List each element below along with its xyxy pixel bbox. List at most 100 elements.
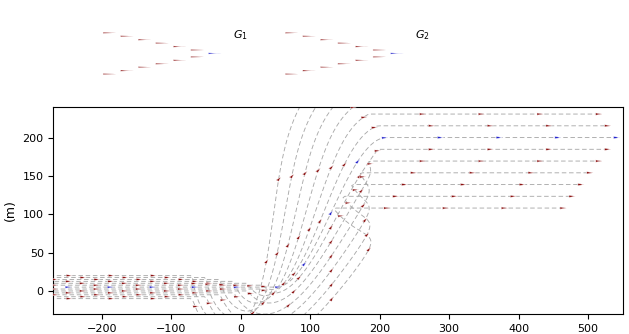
Polygon shape	[318, 219, 322, 223]
Polygon shape	[360, 203, 365, 208]
Polygon shape	[328, 165, 333, 170]
Polygon shape	[355, 60, 369, 61]
Polygon shape	[469, 101, 476, 104]
Polygon shape	[510, 77, 516, 80]
Polygon shape	[452, 77, 458, 80]
Polygon shape	[596, 160, 602, 162]
Polygon shape	[108, 298, 114, 300]
Polygon shape	[285, 32, 298, 33]
Polygon shape	[138, 39, 151, 40]
Polygon shape	[555, 136, 561, 139]
Polygon shape	[359, 189, 364, 193]
Polygon shape	[437, 136, 443, 139]
Polygon shape	[285, 73, 298, 75]
Polygon shape	[420, 160, 426, 162]
Polygon shape	[546, 148, 552, 151]
Polygon shape	[193, 306, 199, 308]
Polygon shape	[206, 302, 213, 305]
Polygon shape	[192, 286, 198, 288]
Polygon shape	[360, 176, 366, 178]
Polygon shape	[361, 117, 367, 119]
Polygon shape	[392, 77, 399, 80]
Polygon shape	[121, 290, 128, 292]
Polygon shape	[546, 125, 552, 127]
Polygon shape	[121, 36, 133, 37]
Polygon shape	[155, 63, 169, 64]
Polygon shape	[275, 331, 280, 334]
Polygon shape	[367, 163, 374, 165]
Polygon shape	[355, 46, 369, 47]
Polygon shape	[320, 75, 326, 78]
Polygon shape	[411, 101, 417, 104]
Polygon shape	[362, 218, 367, 222]
Polygon shape	[350, 106, 357, 109]
Polygon shape	[402, 90, 408, 92]
Polygon shape	[24, 298, 30, 300]
Polygon shape	[136, 284, 142, 286]
Polygon shape	[328, 225, 333, 230]
Polygon shape	[9, 294, 16, 296]
Polygon shape	[191, 56, 204, 57]
Polygon shape	[355, 159, 360, 164]
Polygon shape	[260, 301, 265, 305]
Polygon shape	[578, 183, 584, 186]
Polygon shape	[382, 137, 388, 139]
Polygon shape	[66, 275, 72, 277]
Polygon shape	[122, 296, 128, 298]
Polygon shape	[320, 66, 333, 68]
Polygon shape	[613, 136, 620, 139]
Polygon shape	[460, 183, 467, 186]
Polygon shape	[247, 285, 253, 287]
Polygon shape	[501, 66, 508, 68]
Polygon shape	[191, 283, 198, 285]
Polygon shape	[94, 284, 100, 286]
Polygon shape	[528, 101, 535, 104]
Polygon shape	[52, 288, 58, 290]
Polygon shape	[604, 148, 611, 151]
Text: $G_1$: $G_1$	[233, 28, 248, 42]
Polygon shape	[519, 90, 525, 92]
Polygon shape	[281, 281, 286, 286]
Polygon shape	[0, 296, 2, 298]
Polygon shape	[587, 172, 593, 174]
Polygon shape	[496, 136, 503, 139]
Polygon shape	[206, 290, 213, 292]
Polygon shape	[329, 268, 333, 273]
Polygon shape	[52, 284, 58, 286]
Polygon shape	[178, 294, 184, 296]
Text: $G_2$: $G_2$	[415, 28, 430, 42]
Polygon shape	[307, 227, 311, 231]
Polygon shape	[205, 283, 211, 285]
Polygon shape	[289, 174, 294, 178]
Polygon shape	[38, 296, 44, 298]
Polygon shape	[428, 125, 435, 127]
Polygon shape	[315, 168, 320, 173]
Polygon shape	[264, 259, 268, 264]
Polygon shape	[402, 183, 408, 186]
Polygon shape	[208, 53, 221, 54]
Polygon shape	[338, 42, 351, 44]
Polygon shape	[173, 46, 186, 47]
Polygon shape	[384, 66, 390, 68]
Polygon shape	[501, 207, 508, 209]
Polygon shape	[374, 150, 381, 152]
Polygon shape	[329, 283, 333, 287]
Polygon shape	[537, 113, 543, 115]
Polygon shape	[560, 66, 566, 68]
Polygon shape	[281, 317, 286, 321]
Polygon shape	[192, 292, 199, 294]
Polygon shape	[270, 291, 276, 296]
Polygon shape	[578, 90, 584, 92]
Polygon shape	[261, 289, 268, 292]
Polygon shape	[121, 282, 128, 285]
Polygon shape	[303, 36, 316, 37]
Polygon shape	[65, 292, 72, 294]
Polygon shape	[23, 292, 30, 294]
Polygon shape	[296, 276, 301, 280]
Polygon shape	[345, 202, 352, 204]
Polygon shape	[9, 278, 16, 281]
Polygon shape	[108, 280, 114, 283]
Polygon shape	[164, 290, 170, 292]
Polygon shape	[411, 172, 417, 174]
Polygon shape	[303, 171, 307, 176]
